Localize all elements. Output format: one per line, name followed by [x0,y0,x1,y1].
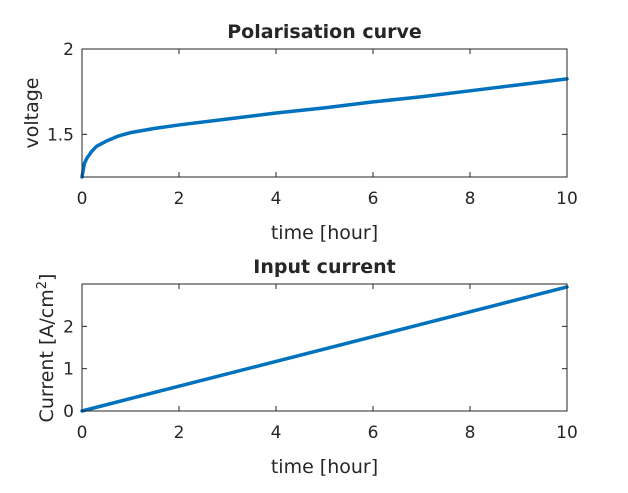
x-tick-label: 0 [77,423,88,443]
x-tick-label: 4 [271,189,282,209]
x-axis-label: time [hour] [271,222,378,244]
x-tick-label: 6 [368,189,379,209]
chart-title: Polarisation curve [227,21,422,43]
axes-box [81,48,568,178]
x-tick-label: 4 [271,423,282,443]
y-axis-label: voltage [21,78,43,149]
y-axis-label: Current [A/cm2] [35,274,58,423]
series-line [80,285,569,413]
x-tick-label: 6 [368,423,379,443]
x-tick-label: 10 [556,189,578,209]
y-tick-label: 1 [63,360,74,380]
polarisation-chart: Polarisation curve time [hour] voltage 0… [21,21,578,244]
x-tick-label: 8 [465,189,476,209]
series-line [80,77,569,179]
x-tick-label: 0 [77,189,88,209]
x-tick-label: 10 [556,423,578,443]
y-axis-label-main: Current [A/cm [36,289,58,422]
y-axis-label-close: ] [36,274,58,281]
x-tick-label: 2 [174,423,185,443]
y-axis-label-superscript: 2 [35,281,50,289]
plot-area [80,285,569,413]
y-tick-label: 0 [63,402,74,422]
y-tick-label: 1.5 [47,125,74,145]
chart-title: Input current [253,256,395,278]
x-tick-label: 8 [465,423,476,443]
y-tick-label: 2 [63,40,74,60]
axes-box [81,283,568,412]
tick-group: 0 2 4 6 8 10 0 1 2 [63,284,578,443]
tick-group: 0 2 4 6 8 10 1.5 2 [47,40,578,209]
x-axis-label: time [hour] [271,456,378,478]
y-tick-label: 2 [63,317,74,337]
x-tick-label: 2 [174,189,185,209]
plot-area [80,77,569,179]
input-current-chart: Input current time [hour] Current [A/cm2… [35,256,578,478]
